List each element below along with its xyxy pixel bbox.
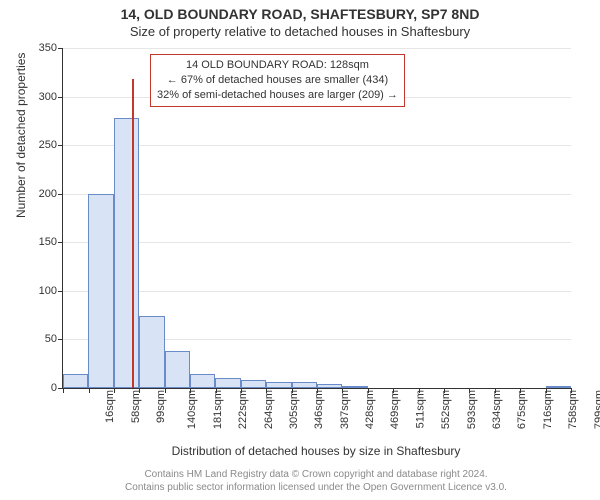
x-tick-label: 511sqm [410,390,426,428]
grid-line [63,194,571,195]
x-tick-label: 99sqm [151,390,167,423]
x-tick-label: 675sqm [512,390,528,429]
grid-line [63,145,571,146]
x-tick-mark [546,388,547,393]
grid-line [63,291,571,292]
x-tick-mark [444,388,445,393]
x-tick-mark [419,388,420,393]
y-tick-label: 200 [39,188,63,200]
chart-area: 05010015020025030035016sqm58sqm99sqm140s… [62,48,570,388]
info-line-3: 32% of semi-detached houses are larger (… [157,88,398,103]
info-line-1: 14 OLD BOUNDARY ROAD: 128sqm [157,58,398,73]
x-tick-label: 181sqm [208,390,224,429]
y-axis-label: Number of detached properties [14,53,28,218]
x-tick-mark [292,388,293,393]
y-tick-label: 300 [39,91,63,103]
x-tick-mark [241,388,242,393]
histogram-bar [317,384,342,388]
property-marker-line [132,79,134,388]
histogram-bar [88,194,113,388]
x-tick-label: 264sqm [259,390,275,429]
x-tick-mark [216,388,217,393]
x-tick-label: 16sqm [100,390,116,423]
histogram-bar [266,382,291,388]
histogram-bar [165,351,190,388]
histogram-bar [139,316,164,388]
page-title: 14, OLD BOUNDARY ROAD, SHAFTESBURY, SP7 … [0,0,600,22]
x-tick-mark [317,388,318,393]
x-tick-mark [520,388,521,393]
y-tick-label: 0 [51,382,63,394]
grid-line [63,242,571,243]
x-tick-label: 346sqm [310,390,326,429]
y-tick-label: 150 [39,236,63,248]
x-tick-mark [139,388,140,393]
x-tick-label: 469sqm [385,390,401,429]
x-tick-label: 799sqm [589,390,600,429]
x-tick-mark [571,388,572,393]
x-tick-label: 428sqm [360,390,376,429]
y-tick-label: 100 [39,285,63,297]
histogram-bar [546,386,571,388]
x-tick-mark [114,388,115,393]
histogram-bar [342,386,367,388]
histogram-bar [190,374,215,388]
x-tick-label: 222sqm [233,390,249,429]
histogram-bar [292,382,317,388]
x-tick-mark [342,388,343,393]
y-tick-label: 350 [39,42,63,54]
info-line-2: ← 67% of detached houses are smaller (43… [157,73,398,88]
x-tick-mark [495,388,496,393]
x-tick-label: 58sqm [126,390,142,423]
y-tick-label: 50 [45,333,63,345]
y-tick-label: 250 [39,139,63,151]
x-tick-label: 634sqm [487,390,503,429]
x-tick-label: 387sqm [335,390,351,429]
x-tick-label: 140sqm [183,390,199,429]
x-tick-mark [63,388,64,393]
x-axis-label: Distribution of detached houses by size … [62,444,570,458]
x-tick-mark [89,388,90,393]
footer-line-1: Contains HM Land Registry data © Crown c… [62,468,570,481]
x-tick-label: 552sqm [437,390,453,429]
x-tick-mark [368,388,369,393]
histogram-bar [63,374,88,388]
histogram-bar [114,118,139,388]
x-tick-mark [469,388,470,393]
info-box: 14 OLD BOUNDARY ROAD: 128sqm ← 67% of de… [150,54,405,107]
x-tick-label: 758sqm [564,390,580,429]
histogram-bar [241,380,266,388]
x-tick-mark [190,388,191,393]
x-tick-mark [393,388,394,393]
x-tick-label: 716sqm [538,390,554,429]
footer: Contains HM Land Registry data © Crown c… [62,468,570,494]
x-tick-label: 593sqm [462,390,478,429]
x-tick-label: 305sqm [284,390,300,429]
histogram-bar [215,378,240,388]
grid-line [63,48,571,49]
chart-subtitle: Size of property relative to detached ho… [0,22,600,39]
footer-line-2: Contains public sector information licen… [62,481,570,494]
x-tick-mark [165,388,166,393]
x-tick-mark [266,388,267,393]
